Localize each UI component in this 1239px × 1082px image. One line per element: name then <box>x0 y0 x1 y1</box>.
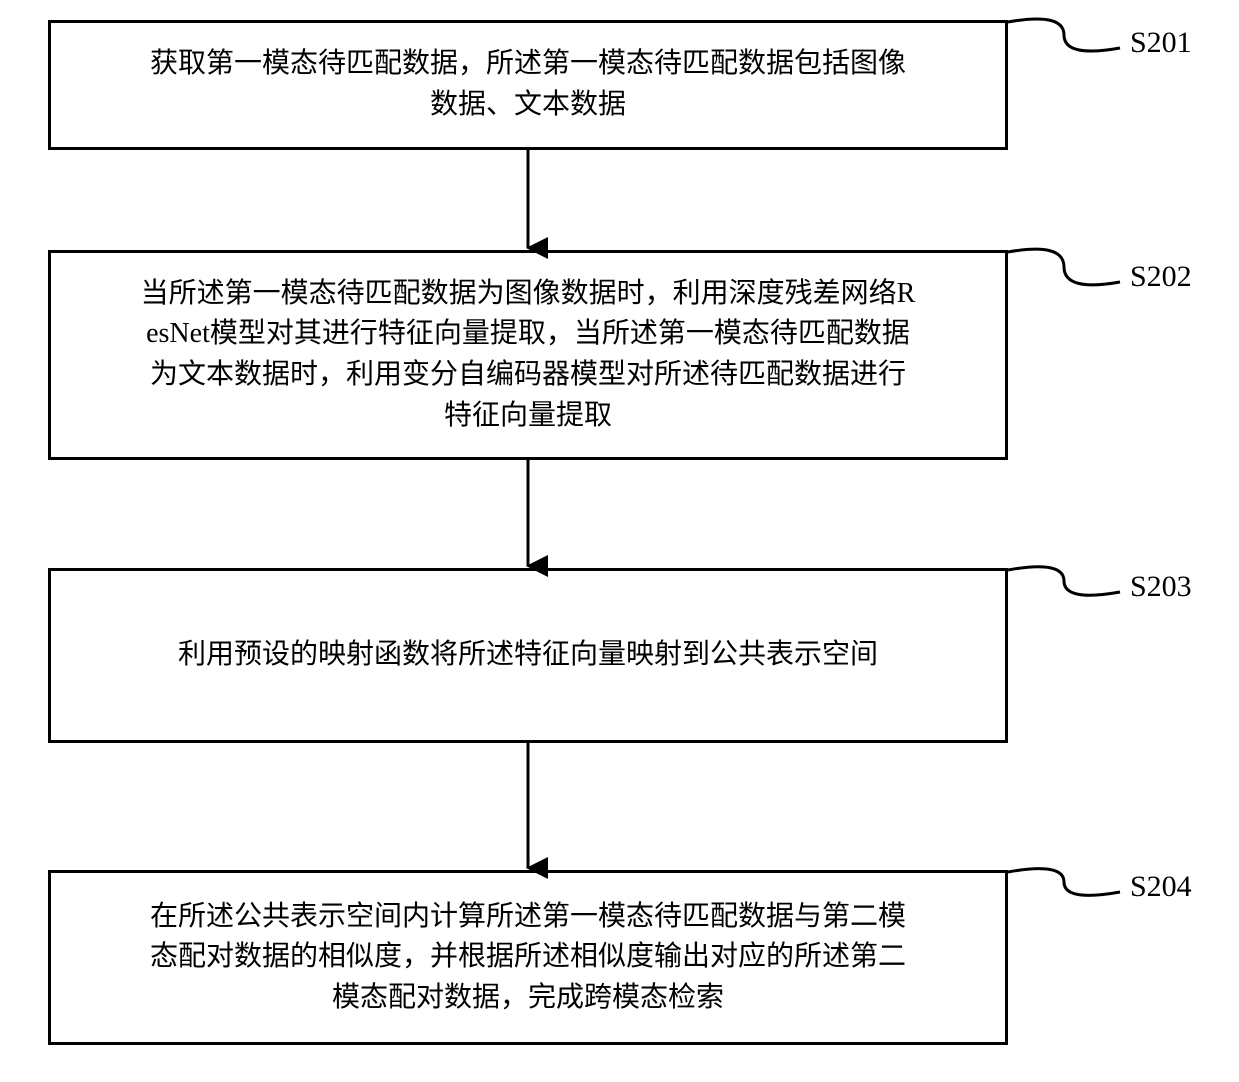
step-box-s204: 在所述公共表示空间内计算所述第一模态待匹配数据与第二模 态配对数据的相似度，并根… <box>48 870 1008 1045</box>
step-box-s201: 获取第一模态待匹配数据，所述第一模态待匹配数据包括图像 数据、文本数据 <box>48 20 1008 150</box>
leader-s204 <box>1008 869 1120 896</box>
step-label-s201: S201 <box>1130 26 1192 60</box>
step-text-s203: 利用预设的映射函数将所述特征向量映射到公共表示空间 <box>178 635 878 676</box>
leader-s203 <box>1008 567 1120 595</box>
step-box-s203: 利用预设的映射函数将所述特征向量映射到公共表示空间 <box>48 568 1008 743</box>
step-label-s202: S202 <box>1130 260 1192 294</box>
leader-s202 <box>1008 249 1120 285</box>
step-label-s204: S204 <box>1130 870 1192 904</box>
step-text-s201: 获取第一模态待匹配数据，所述第一模态待匹配数据包括图像 数据、文本数据 <box>150 44 906 125</box>
leader-s201 <box>1008 19 1120 51</box>
flowchart-canvas: 获取第一模态待匹配数据，所述第一模态待匹配数据包括图像 数据、文本数据 S201 当… <box>0 0 1239 1082</box>
step-box-s202: 当所述第一模态待匹配数据为图像数据时，利用深度残差网络R esNet模型对其进行… <box>48 250 1008 460</box>
step-text-s204: 在所述公共表示空间内计算所述第一模态待匹配数据与第二模 态配对数据的相似度，并根… <box>150 897 906 1019</box>
step-label-s203: S203 <box>1130 570 1192 604</box>
step-text-s202: 当所述第一模态待匹配数据为图像数据时，利用深度残差网络R esNet模型对其进行… <box>141 274 916 436</box>
